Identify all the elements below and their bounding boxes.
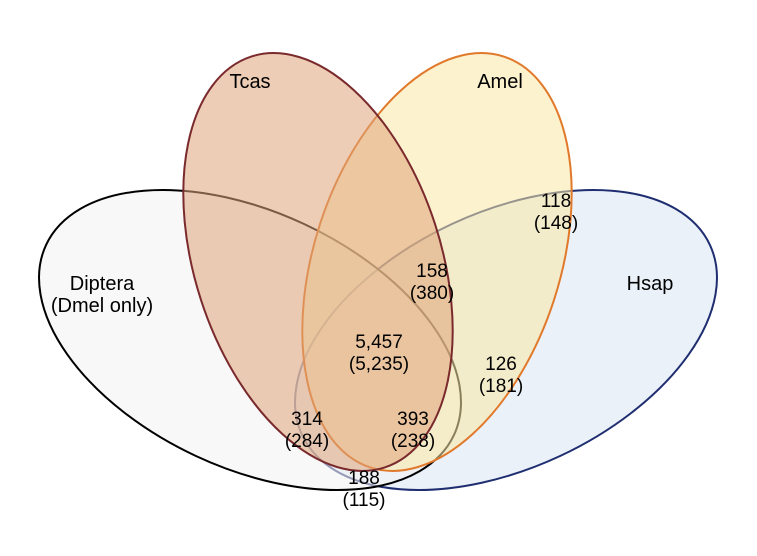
region-left-lobe-line1: 314 xyxy=(291,409,323,430)
label-diptera-line1: Diptera xyxy=(70,273,135,295)
region-right-lobe-line2: (238) xyxy=(391,431,435,452)
region-all4-line2: (5,235) xyxy=(349,354,409,375)
region-amel-hsap-line2: (148) xyxy=(534,213,578,234)
label-tcas: Tcas xyxy=(229,71,270,93)
region-all4: 5,457 (5,235) xyxy=(349,332,409,375)
region-all4-line1: 5,457 xyxy=(355,332,403,353)
region-tcas-hsap-line2: (181) xyxy=(479,376,523,397)
region-right-lobe-line1: 393 xyxy=(397,409,429,430)
venn-diagram: Tcas Amel Hsap Diptera (Dmel only) 5,457… xyxy=(0,0,757,556)
label-hsap: Hsap xyxy=(627,273,674,295)
region-diptera-hsap-line2: (115) xyxy=(343,490,386,511)
region-diptera-hsap: 188 (115) xyxy=(343,468,386,511)
label-amel: Amel xyxy=(477,71,523,93)
region-left-lobe-line2: (284) xyxy=(285,431,329,452)
region-diptera-hsap-line1: 188 xyxy=(348,468,380,489)
region-tcas-amel-hsap-line1: 158 xyxy=(416,261,448,282)
region-right-lobe: 393 (238) xyxy=(391,409,435,452)
region-tcas-hsap: 126 (181) xyxy=(479,354,523,397)
label-diptera-line2: (Dmel only) xyxy=(51,295,153,317)
region-amel-hsap-line1: 118 xyxy=(541,191,571,212)
region-tcas-amel-hsap-line2: (380) xyxy=(410,283,454,304)
region-left-lobe: 314 (284) xyxy=(285,409,329,452)
region-tcas-amel-hsap: 158 (380) xyxy=(410,261,454,304)
region-tcas-hsap-line1: 126 xyxy=(485,354,517,375)
